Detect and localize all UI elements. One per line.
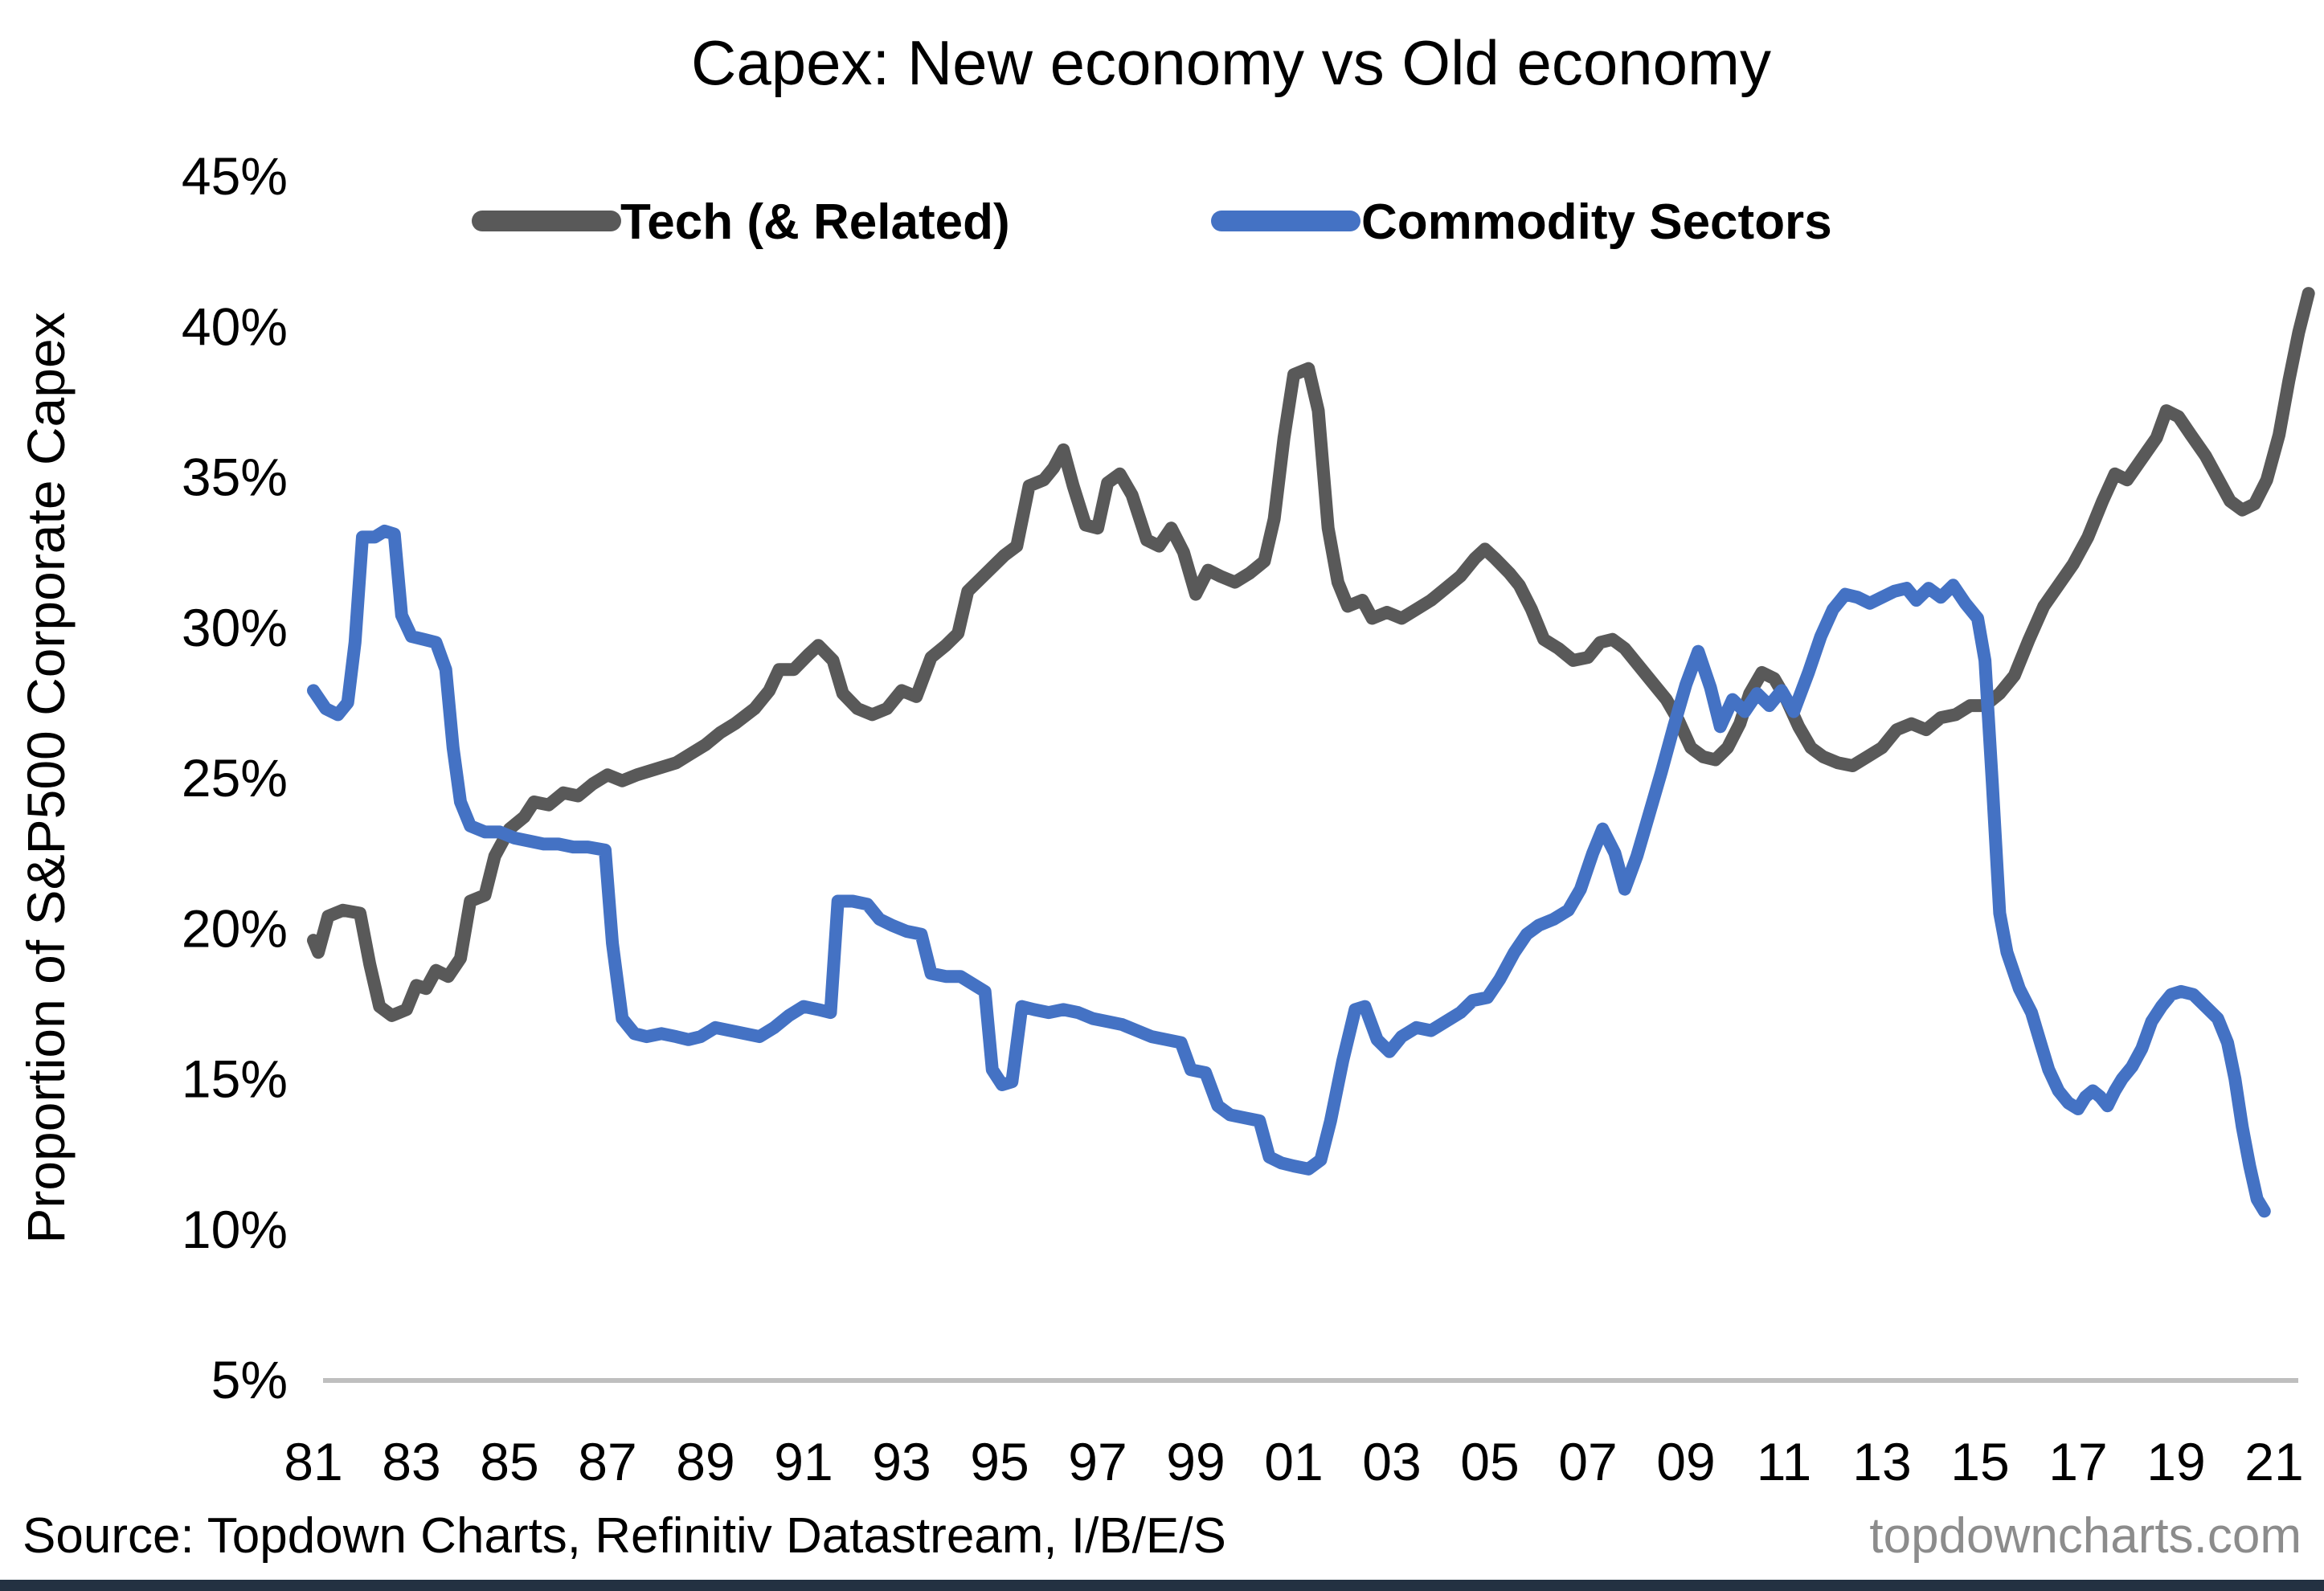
y-axis-tick-labels: 45% 40% 35% 30% 25% 20% 15% 10% 5% [182,146,288,1409]
x-tick-label: 05 [1460,1432,1519,1491]
x-tick-label: 99 [1166,1432,1225,1491]
x-tick-label: 81 [284,1432,342,1491]
x-tick-label: 95 [970,1432,1029,1491]
x-tick-label: 93 [872,1432,931,1491]
x-tick-label: 97 [1068,1432,1127,1491]
y-axis-title: Proportion of S&P500 Corporate Capex [16,312,76,1243]
x-tick-label: 91 [774,1432,833,1491]
legend: Tech (& Related) Commodity Sectors [472,194,1832,250]
commodity-legend-label: Commodity Sectors [1361,194,1832,250]
y-tick-label: 20% [182,898,288,958]
y-tick-label: 40% [182,297,288,356]
y-tick-label: 35% [182,448,288,507]
tech-line [307,287,2315,1022]
x-tick-label: 83 [382,1432,440,1491]
x-tick-label: 11 [1757,1432,1812,1491]
x-tick-label: 07 [1558,1432,1617,1491]
x-tick-label: 15 [1950,1432,2009,1491]
x-tick-label: 19 [2146,1432,2205,1491]
y-tick-label: 30% [182,598,288,657]
x-tick-label: 87 [578,1432,636,1491]
source-text: Source: Topdown Charts, Refinitiv Datast… [23,1508,1226,1564]
y-tick-label: 5% [211,1350,288,1409]
y-tick-label: 10% [182,1200,288,1259]
x-tick-label: 17 [2048,1432,2107,1491]
x-tick-label: 13 [1852,1432,1911,1491]
y-tick-label: 25% [182,748,288,808]
x-tick-label: 21 [2244,1432,2303,1491]
x-tick-label: 09 [1656,1432,1715,1491]
tech-legend-label: Tech (& Related) [620,194,1010,250]
watermark-text: topdowncharts.com [1869,1508,2301,1564]
bottom-bar [0,1580,2324,1591]
x-tick-label: 03 [1362,1432,1421,1491]
x-tick-label: 85 [480,1432,538,1491]
commodity-line [307,524,2271,1218]
chart-title: Capex: New economy vs Old economy [691,27,1771,98]
y-tick-label: 45% [182,146,288,206]
x-axis-tick-labels: 81 83 85 87 89 91 93 95 97 99 01 03 05 07 09 11 13 15 17 19… [284,1432,2303,1491]
x-tick-label: 01 [1264,1432,1323,1491]
x-tick-label: 89 [676,1432,734,1491]
y-tick-label: 15% [182,1049,288,1109]
